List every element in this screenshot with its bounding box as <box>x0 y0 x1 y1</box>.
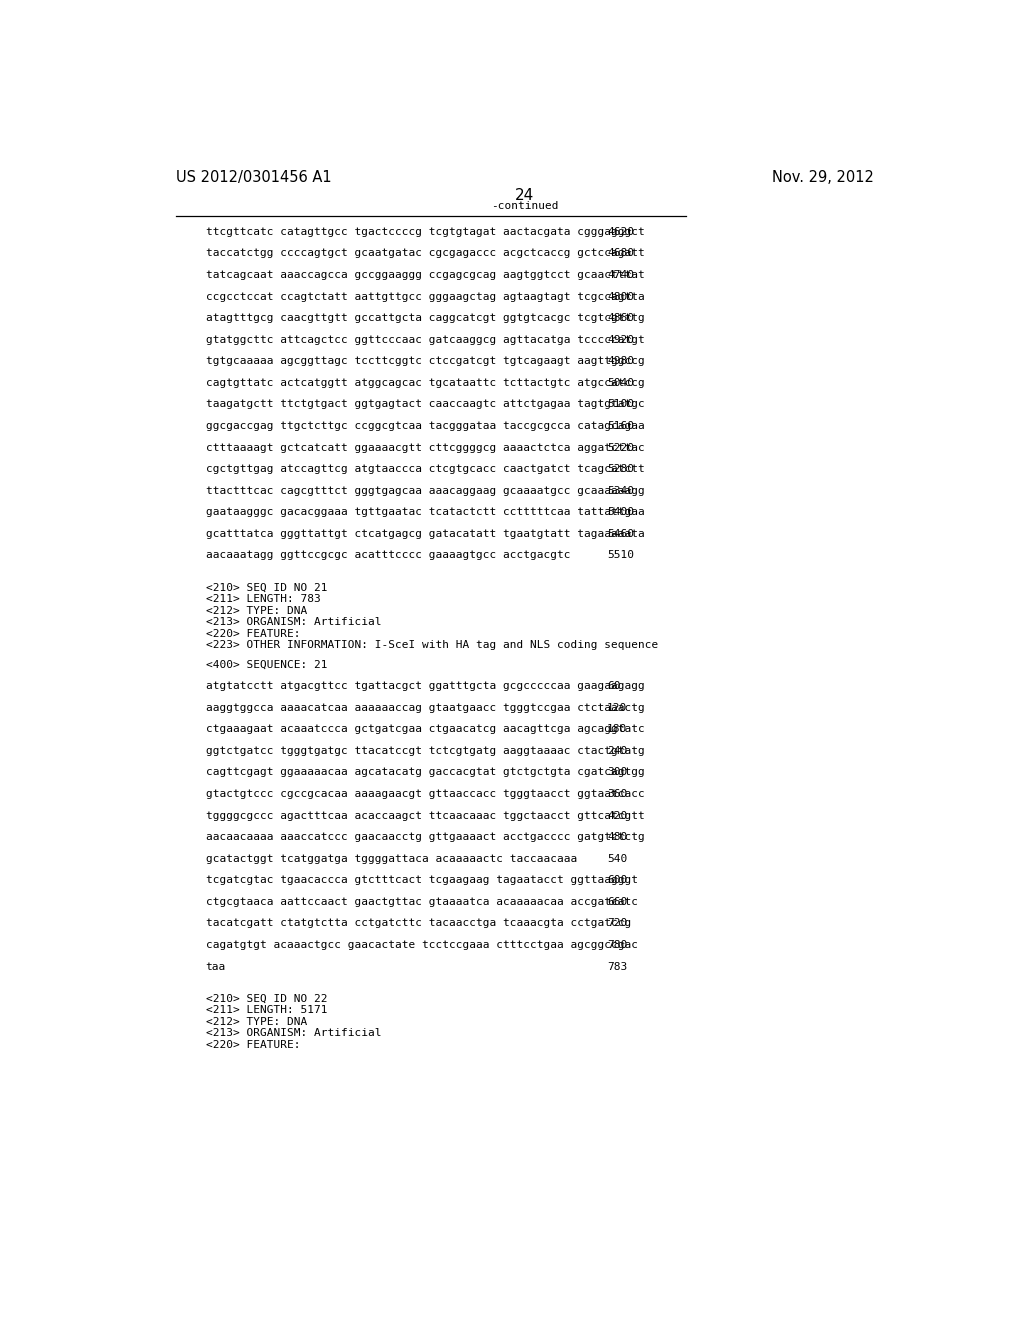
Text: aacaacaaaa aaaccatccc gaacaacctg gttgaaaact acctgacccc gatgtctctg: aacaacaaaa aaaccatccc gaacaacctg gttgaaa… <box>206 832 644 842</box>
Text: gtatggcttc attcagctcc ggttcccaac gatcaaggcg agttacatga tcccccatgt: gtatggcttc attcagctcc ggttcccaac gatcaag… <box>206 335 644 345</box>
Text: 780: 780 <box>607 940 627 950</box>
Text: 5220: 5220 <box>607 442 634 453</box>
Text: ggtctgatcc tgggtgatgc ttacatccgt tctcgtgatg aaggtaaaac ctactgtatg: ggtctgatcc tgggtgatgc ttacatccgt tctcgtg… <box>206 746 644 756</box>
Text: 5280: 5280 <box>607 465 634 474</box>
Text: gcatactggt tcatggatga tggggattaca acaaaaactc taccaacaaa: gcatactggt tcatggatga tggggattaca acaaaa… <box>206 854 577 863</box>
Text: ttcgttcatc catagttgcc tgactccccg tcgtgtagat aactacgata cgggagggct: ttcgttcatc catagttgcc tgactccccg tcgtgta… <box>206 227 644 236</box>
Text: 660: 660 <box>607 896 627 907</box>
Text: ttactttcac cagcgtttct gggtgagcaa aaacaggaag gcaaaatgcc gcaaaaaagg: ttactttcac cagcgtttct gggtgagcaa aaacagg… <box>206 486 644 495</box>
Text: Nov. 29, 2012: Nov. 29, 2012 <box>772 170 873 185</box>
Text: 600: 600 <box>607 875 627 886</box>
Text: taa: taa <box>206 961 225 972</box>
Text: <220> FEATURE:: <220> FEATURE: <box>206 628 300 639</box>
Text: <223> OTHER INFORMATION: I-SceI with HA tag and NLS coding sequence: <223> OTHER INFORMATION: I-SceI with HA … <box>206 640 657 651</box>
Text: atagtttgcg caacgttgtt gccattgcta caggcatcgt ggtgtcacgc tcgtcgtttg: atagtttgcg caacgttgtt gccattgcta caggcat… <box>206 313 644 323</box>
Text: 60: 60 <box>607 681 621 692</box>
Text: tatcagcaat aaaccagcca gccggaaggg ccgagcgcag aagtggtcct gcaactttat: tatcagcaat aaaccagcca gccggaaggg ccgagcg… <box>206 271 644 280</box>
Text: ccgcctccat ccagtctatt aattgttgcc gggaagctag agtaagtagt tcgccagtta: ccgcctccat ccagtctatt aattgttgcc gggaagc… <box>206 292 644 301</box>
Text: 5340: 5340 <box>607 486 634 495</box>
Text: cagatgtgt acaaactgcc gaacactate tcctccgaaa ctttcctgaa agcggccgac: cagatgtgt acaaactgcc gaacactate tcctccga… <box>206 940 638 950</box>
Text: 4740: 4740 <box>607 271 634 280</box>
Text: <220> FEATURE:: <220> FEATURE: <box>206 1040 300 1049</box>
Text: tgtgcaaaaa agcggttagc tccttcggtc ctccgatcgt tgtcagaagt aagttggccg: tgtgcaaaaa agcggttagc tccttcggtc ctccgat… <box>206 356 644 366</box>
Text: 4680: 4680 <box>607 248 634 259</box>
Text: 360: 360 <box>607 789 627 799</box>
Text: tcgatcgtac tgaacaccca gtctttcact tcgaagaag tagaatacct ggttaagggt: tcgatcgtac tgaacaccca gtctttcact tcgaaga… <box>206 875 638 886</box>
Text: 4620: 4620 <box>607 227 634 236</box>
Text: 5040: 5040 <box>607 378 634 388</box>
Text: 240: 240 <box>607 746 627 756</box>
Text: tggggcgccc agactttcaa acaccaagct ttcaacaaac tggctaacct gttcatcgtt: tggggcgccc agactttcaa acaccaagct ttcaaca… <box>206 810 644 821</box>
Text: 180: 180 <box>607 725 627 734</box>
Text: gcatttatca gggttattgt ctcatgagcg gatacatatt tgaatgtatt tagaaaaata: gcatttatca gggttattgt ctcatgagcg gatacat… <box>206 529 644 539</box>
Text: 420: 420 <box>607 810 627 821</box>
Text: taccatctgg ccccagtgct gcaatgatac cgcgagaccc acgctcaccg gctccagatt: taccatctgg ccccagtgct gcaatgatac cgcgaga… <box>206 248 644 259</box>
Text: <211> LENGTH: 5171: <211> LENGTH: 5171 <box>206 1006 327 1015</box>
Text: cagtgttatc actcatggtt atggcagcac tgcataattc tcttactgtc atgccatccg: cagtgttatc actcatggtt atggcagcac tgcataa… <box>206 378 644 388</box>
Text: 4860: 4860 <box>607 313 634 323</box>
Text: 480: 480 <box>607 832 627 842</box>
Text: 120: 120 <box>607 702 627 713</box>
Text: tacatcgatt ctatgtctta cctgatcttc tacaacctga tcaaacgta cctgatccg: tacatcgatt ctatgtctta cctgatcttc tacaacc… <box>206 919 631 928</box>
Text: ctttaaaagt gctcatcatt ggaaaacgtt cttcggggcg aaaactctca aggatcttac: ctttaaaagt gctcatcatt ggaaaacgtt cttcggg… <box>206 442 644 453</box>
Text: 4800: 4800 <box>607 292 634 301</box>
Text: ggcgaccgag ttgctcttgc ccggcgtcaa tacgggataa taccgcgcca catagcagaa: ggcgaccgag ttgctcttgc ccggcgtcaa tacggga… <box>206 421 644 430</box>
Text: 540: 540 <box>607 854 627 863</box>
Text: gtactgtccc cgccgcacaa aaaagaacgt gttaaccacc tgggtaacct ggtaatcacc: gtactgtccc cgccgcacaa aaaagaacgt gttaacc… <box>206 789 644 799</box>
Text: 5400: 5400 <box>607 507 634 517</box>
Text: aacaaatagg ggttccgcgc acatttcccc gaaaagtgcc acctgacgtc: aacaaatagg ggttccgcgc acatttcccc gaaaagt… <box>206 550 570 560</box>
Text: aaggtggcca aaaacatcaa aaaaaaccag gtaatgaacc tgggtccgaa ctctaaactg: aaggtggcca aaaacatcaa aaaaaaccag gtaatga… <box>206 702 644 713</box>
Text: 5510: 5510 <box>607 550 634 560</box>
Text: US 2012/0301456 A1: US 2012/0301456 A1 <box>176 170 332 185</box>
Text: <210> SEQ ID NO 22: <210> SEQ ID NO 22 <box>206 994 327 1003</box>
Text: 4980: 4980 <box>607 356 634 366</box>
Text: <212> TYPE: DNA: <212> TYPE: DNA <box>206 606 307 615</box>
Text: <213> ORGANISM: Artificial: <213> ORGANISM: Artificial <box>206 618 381 627</box>
Text: -continued: -continued <box>492 201 558 211</box>
Text: <213> ORGANISM: Artificial: <213> ORGANISM: Artificial <box>206 1028 381 1039</box>
Text: 24: 24 <box>515 187 535 203</box>
Text: 5460: 5460 <box>607 529 634 539</box>
Text: atgtatcctt atgacgttcc tgattacgct ggatttgcta gcgcccccaa gaagaagagg: atgtatcctt atgacgttcc tgattacgct ggatttg… <box>206 681 644 692</box>
Text: cgctgttgag atccagttcg atgtaaccca ctcgtgcacc caactgatct tcagcatctt: cgctgttgag atccagttcg atgtaaccca ctcgtgc… <box>206 465 644 474</box>
Text: gaataagggc gacacggaaa tgttgaatac tcatactctt cctttttcaa tattattgaa: gaataagggc gacacggaaa tgttgaatac tcatact… <box>206 507 644 517</box>
Text: 4920: 4920 <box>607 335 634 345</box>
Text: <211> LENGTH: 783: <211> LENGTH: 783 <box>206 594 321 605</box>
Text: 300: 300 <box>607 767 627 777</box>
Text: ctgcgtaaca aattccaact gaactgttac gtaaaatca acaaaaacaa accgatcatc: ctgcgtaaca aattccaact gaactgttac gtaaaat… <box>206 896 638 907</box>
Text: <212> TYPE: DNA: <212> TYPE: DNA <box>206 1016 307 1027</box>
Text: <400> SEQUENCE: 21: <400> SEQUENCE: 21 <box>206 660 327 669</box>
Text: taagatgctt ttctgtgact ggtgagtact caaccaagtc attctgagaa tagtgtatgc: taagatgctt ttctgtgact ggtgagtact caaccaa… <box>206 400 644 409</box>
Text: 720: 720 <box>607 919 627 928</box>
Text: cagttcgagt ggaaaaacaa agcatacatg gaccacgtat gtctgctgta cgatcagtgg: cagttcgagt ggaaaaacaa agcatacatg gaccacg… <box>206 767 644 777</box>
Text: 783: 783 <box>607 961 627 972</box>
Text: <210> SEQ ID NO 21: <210> SEQ ID NO 21 <box>206 582 327 593</box>
Text: ctgaaagaat acaaatccca gctgatcgaa ctgaacatcg aacagttcga agcaggtatc: ctgaaagaat acaaatccca gctgatcgaa ctgaaca… <box>206 725 644 734</box>
Text: 5100: 5100 <box>607 400 634 409</box>
Text: 5160: 5160 <box>607 421 634 430</box>
